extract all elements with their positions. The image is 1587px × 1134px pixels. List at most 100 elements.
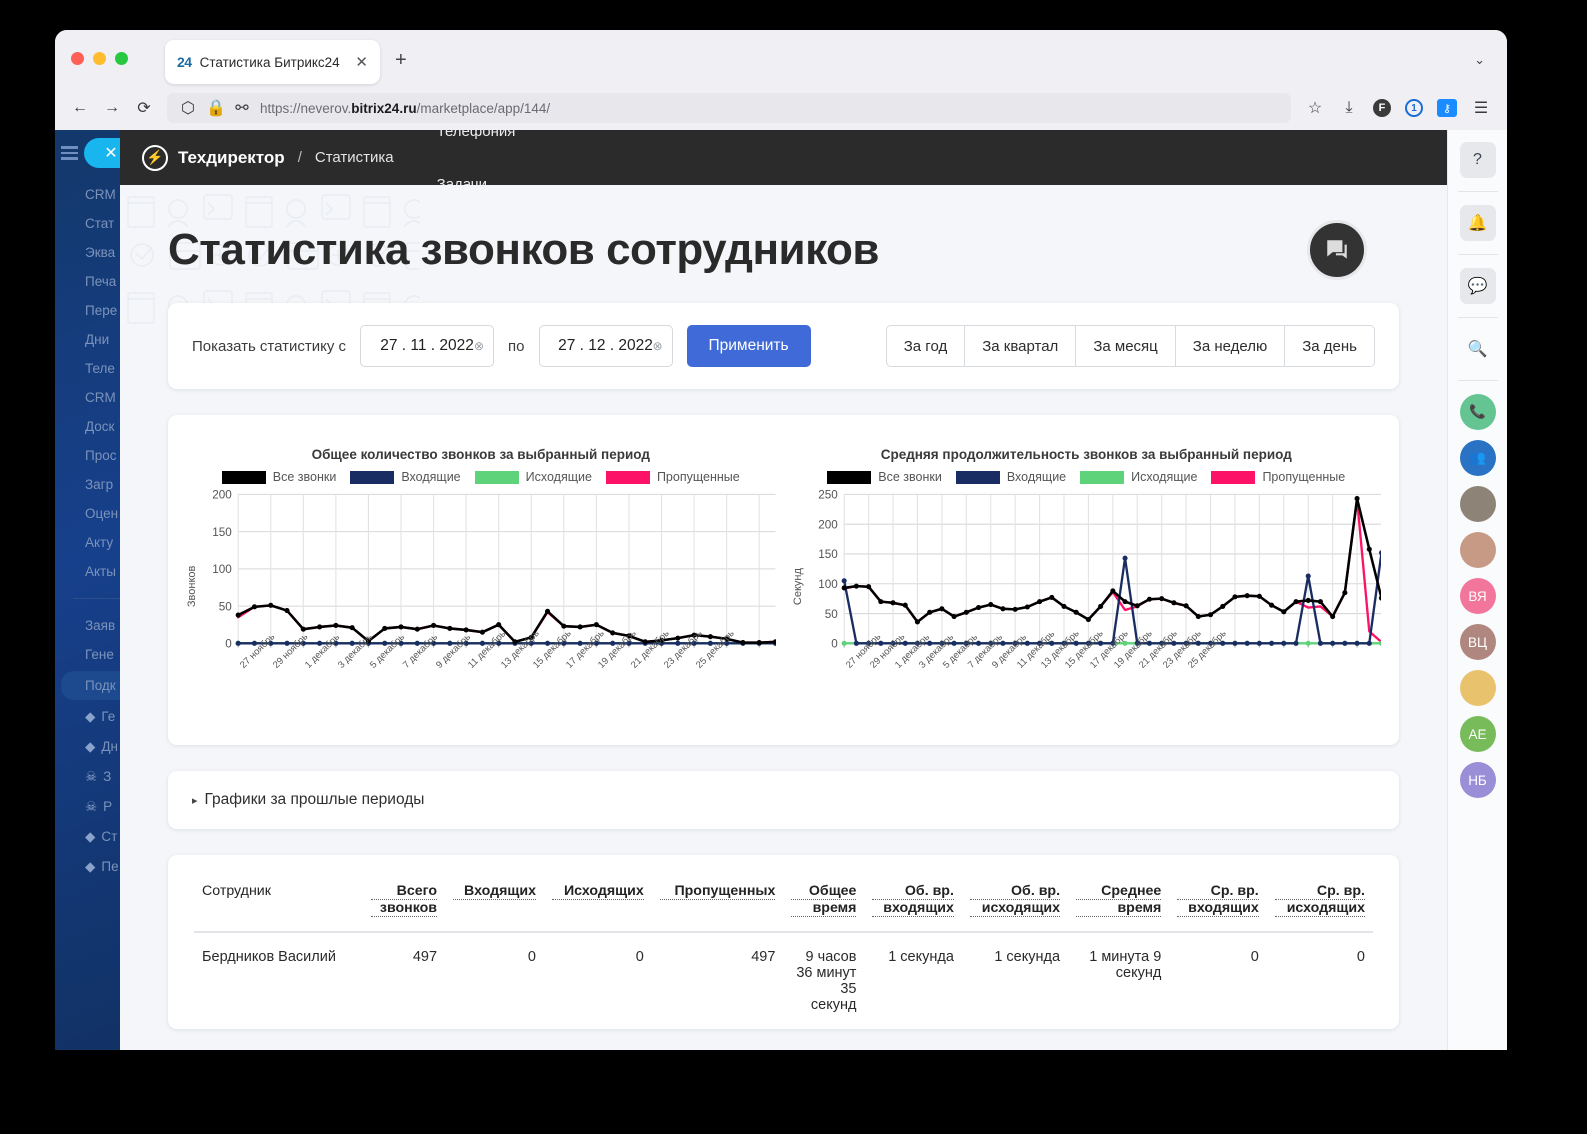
shield-icon[interactable]: ⬡ [181, 100, 195, 117]
data-point [349, 640, 355, 646]
table-header-cell[interactable]: Об. вр. входящих [864, 877, 961, 932]
sidebar-item[interactable]: Теле [85, 361, 115, 376]
window-minimize-button[interactable] [93, 52, 106, 65]
sidebar-item[interactable]: Заяв [85, 618, 116, 633]
date-to-input[interactable]: 27 . 12 . 2022 ⊗ [538, 325, 673, 367]
extension-key-icon[interactable]: ⚷ [1437, 99, 1457, 117]
table-header-cell[interactable]: Пропущенных [652, 877, 784, 932]
apply-button[interactable]: Применить [686, 325, 811, 367]
past-periods-accordion[interactable]: ▸ Графики за прошлые периоды [168, 771, 1399, 830]
sidebar-item[interactable]: Прос [85, 448, 117, 463]
avatar[interactable]: ВЯ [1459, 578, 1496, 614]
table-header-cell[interactable]: Входящих [445, 877, 544, 932]
sidebar-item[interactable]: ◆ Пе [85, 859, 119, 874]
clear-icon[interactable]: ⊗ [473, 339, 485, 353]
table-row[interactable]: Бердников Василий 497 0 0 497 9 часов 36 мину… [194, 932, 1373, 1029]
data-point [853, 583, 859, 589]
range-button-за-день[interactable]: За день [1285, 325, 1375, 367]
clear-icon[interactable]: ⊗ [652, 339, 663, 353]
data-point [1085, 616, 1091, 623]
data-point [1060, 603, 1067, 609]
avatar-icon[interactable]: 👥 [1459, 440, 1496, 476]
avatar-icon[interactable] [1459, 486, 1496, 522]
table-header-cell[interactable]: Ср. вр. исходящих [1267, 877, 1373, 932]
extension-1password-icon[interactable]: 1 [1405, 99, 1423, 117]
nav-link-телефония[interactable]: Телефония [436, 130, 516, 140]
table-header-cell[interactable]: Ср. вр. входящих [1169, 877, 1266, 932]
hamburger-icon[interactable] [61, 146, 78, 160]
sidebar-item[interactable]: Дни [85, 332, 110, 347]
legend-item: Пропущенные [605, 470, 740, 484]
lock-icon[interactable]: 🔒 [206, 100, 226, 117]
sidebar-item[interactable]: Пере [85, 303, 118, 318]
help-icon[interactable]: ? [1459, 142, 1496, 178]
table-header-cell[interactable]: Среднее время [1068, 877, 1169, 932]
sidebar-item[interactable]: ☠ З [85, 769, 112, 784]
data-point [610, 630, 616, 636]
sidebar-item[interactable]: ◆ Ге [85, 709, 116, 724]
avatar-icon[interactable] [1459, 532, 1496, 568]
browser-menu-icon[interactable]: ☰ [1473, 100, 1489, 117]
sidebar-item[interactable]: Загр [85, 477, 114, 492]
permissions-icon[interactable]: ⚯ [235, 100, 249, 117]
chat-fab-button[interactable] [1307, 220, 1367, 280]
table-header-cell: Сотрудник [194, 877, 363, 932]
range-button-за-неделю[interactable]: За неделю [1175, 325, 1286, 367]
close-icon[interactable]: ✕ [355, 54, 368, 71]
avatar-icon[interactable]: 📞 [1459, 394, 1496, 430]
sidebar-item[interactable]: CRM [85, 187, 116, 202]
table-cell-avg_time: 1 минута 9 секунд [1089, 949, 1162, 982]
data-point [987, 602, 993, 608]
date-from-input[interactable]: 27 . 11 . 2022 ⊗ [360, 325, 495, 367]
table-header-cell[interactable]: Исходящих [544, 877, 652, 932]
back-icon[interactable]: ← [72, 99, 88, 116]
sidebar-item[interactable]: ◆ Дн [85, 739, 118, 754]
range-button-за-месяц[interactable]: За месяц [1076, 325, 1176, 367]
search-icon[interactable]: 🔍 [1467, 341, 1488, 358]
chevron-down-icon[interactable]: ⌄ [1474, 52, 1485, 67]
table-header-cell[interactable]: Всего звонков [363, 877, 445, 932]
extension-f-icon[interactable]: F [1373, 99, 1391, 117]
sidebar-item[interactable]: Оцен [85, 506, 119, 521]
app-brand[interactable]: ⚡ Техдиректор / Статистика [120, 144, 420, 171]
reload-icon[interactable]: ⟳ [137, 100, 151, 117]
avatar[interactable]: НБ [1459, 762, 1496, 798]
avatar-icon[interactable] [1459, 670, 1496, 706]
data-point [626, 640, 632, 646]
avatar[interactable]: ВЦ [1459, 624, 1496, 660]
sidebar-item[interactable]: ◆ Ст [85, 829, 118, 844]
table-header-cell[interactable]: Об. вр. исходящих [962, 877, 1068, 932]
sidebar-item[interactable]: ☠ Р [85, 799, 113, 814]
sidebar-item[interactable]: Печа [85, 274, 117, 289]
sidebar-item[interactable]: Акту [85, 535, 114, 550]
sidebar-item[interactable]: Эква [85, 245, 116, 260]
data-point [1024, 604, 1030, 610]
forward-icon[interactable]: → [104, 99, 120, 116]
chat-icon[interactable]: 💬 [1459, 268, 1496, 304]
window-close-button[interactable] [71, 52, 84, 65]
data-point [1268, 640, 1274, 646]
range-button-за-квартал[interactable]: За квартал [965, 325, 1077, 367]
avatar[interactable]: АЕ [1459, 716, 1496, 752]
data-point [1329, 613, 1335, 620]
sidebar-item[interactable]: Доск [85, 419, 115, 434]
sidebar-item[interactable]: Стат [85, 216, 115, 231]
data-point [1378, 550, 1384, 556]
browser-tab[interactable]: 24 Статистика Битрикс24 ✕ [165, 40, 380, 84]
new-tab-icon[interactable]: + [395, 49, 407, 71]
window-maximize-button[interactable] [115, 52, 128, 65]
bell-icon[interactable]: 🔔 [1459, 205, 1496, 241]
range-button-за-год[interactable]: За год [885, 325, 966, 367]
rail-divider [1457, 191, 1498, 192]
bookmark-star-icon[interactable]: ☆ [1307, 100, 1323, 117]
table-cell-total_time_in: 1 секунда [888, 949, 954, 966]
download-icon[interactable]: ⤓ [1345, 99, 1353, 116]
sidebar-item[interactable]: CRM [85, 390, 116, 405]
accordion-toggle[interactable]: ▸ Графики за прошлые периоды [192, 791, 1375, 809]
address-bar[interactable]: ⬡ 🔒 ⚯ https://neverov.bitrix24.ru/market… [167, 93, 1291, 123]
chart-legend: Все звонки Входящие Исходящие Пропущенные [792, 470, 1382, 484]
sidebar-item[interactable]: Акты [85, 564, 116, 579]
data-point [999, 640, 1005, 646]
table-header-cell[interactable]: Общее время [783, 877, 864, 932]
sidebar-item[interactable]: Гене [85, 647, 114, 662]
